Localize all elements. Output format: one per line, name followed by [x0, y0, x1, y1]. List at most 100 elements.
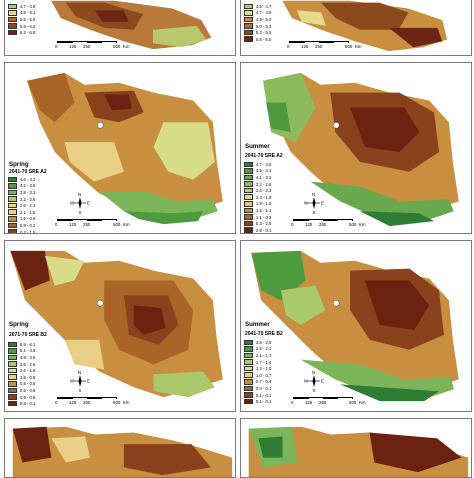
legend-label: 1.5 - 0.9	[20, 216, 36, 222]
legend-swatch	[8, 216, 17, 222]
legend-swatch	[8, 367, 17, 374]
map-panel-4: Summer 2041-70 SRE A2 4.7 - 4.5 4.5 - 4.1…	[240, 62, 472, 234]
legend-item: 4.2 - 3.8	[8, 183, 52, 190]
legend-swatch	[244, 346, 253, 352]
legend-label: 5.5 - 5.9	[20, 16, 36, 22]
legend-item: 0.3 - 2.5	[244, 220, 288, 227]
iran-map	[282, 0, 448, 52]
legend-item: 0.4 - 0.1	[244, 385, 288, 392]
svg-text:W: W	[304, 201, 309, 206]
scale-tick: 125	[69, 400, 77, 405]
legend-swatch	[244, 3, 253, 10]
season-label: Summer	[245, 143, 270, 150]
scale-tick: 125	[305, 222, 313, 227]
legend-label: 2.3 - 1.9	[256, 194, 272, 200]
legend: 3.6 - 2.5 2.5 - 2.1 2.1 - 1.7 1.7 - 1.4 1.4 …	[244, 339, 288, 405]
legend-item: 1.8 - 0.5	[8, 374, 52, 381]
legend-label: 0.5 - 0.5	[20, 381, 36, 387]
svg-text:S: S	[79, 388, 82, 393]
scale-unit: Km	[359, 400, 366, 405]
legend-swatch	[244, 339, 253, 346]
legend-label: 0.3 - 2.5	[256, 221, 272, 227]
season-label: Summer	[245, 321, 270, 328]
legend-label: 0.7 - 0.4	[256, 379, 272, 385]
legend-swatch	[8, 361, 17, 367]
scale-tick: 250	[83, 44, 91, 49]
iran-map	[248, 426, 469, 477]
legend-swatch	[8, 209, 17, 216]
legend-item: 0.9 - 0.2	[8, 222, 52, 229]
legend-item: 1.9 - 1.5	[244, 201, 288, 208]
scale-tick: 250	[83, 400, 91, 405]
legend-label: 4.9 - 3.6	[20, 354, 36, 360]
map-panel-8	[240, 418, 472, 478]
legend-label: 1.7 - 1.4	[256, 359, 272, 365]
legend-item: 2.5 - 2.1	[244, 346, 288, 353]
legend-label: 2.6 - 1.8	[20, 368, 36, 374]
legend-label: 6.2 - 6.9	[20, 30, 36, 36]
map-panel-5: Spring 2071-70 SRE B2 8.9 - 6.1 6.1 - 4.9…	[4, 240, 236, 412]
legend-swatch	[244, 372, 253, 379]
legend-item: 0.7 - 0.4	[244, 379, 288, 386]
legend-item: 1.4 - 1.0	[244, 365, 288, 372]
legend-item: 0.1 - 0.1	[244, 392, 288, 399]
svg-text:S: S	[79, 210, 82, 215]
scale-tick: 125	[301, 44, 309, 49]
legend-label: 1.0 - 0.7	[256, 372, 272, 378]
legend-item: 2.3 - 1.9	[244, 194, 288, 201]
legend-swatch	[8, 400, 17, 407]
legend-item: 1.5 - 0.9	[8, 216, 52, 223]
scale-unit: Km	[355, 44, 362, 49]
iran-map	[12, 426, 233, 477]
scale-tick: 0	[291, 400, 294, 405]
legend-label: 2.6 - 2.1	[20, 203, 36, 209]
legend-item: 8.9 - 6.1	[8, 341, 52, 348]
map-panel-6: Summer 2041-70 SRE B2 3.6 - 2.5 2.5 - 2.1…	[240, 240, 472, 412]
legend-label: 1.4 - 1.0	[256, 366, 272, 372]
legend: 4.5 - 4.7 4.7 - 4.9 4.9 - 5.0 5.0 - 5.3 …	[244, 3, 288, 43]
legend-swatch	[244, 201, 253, 207]
legend-label: 4.9 - 5.1	[20, 10, 36, 16]
legend-item: 1.5 - 1.1	[244, 207, 288, 214]
scale-unit: Km	[359, 222, 366, 227]
svg-text:E: E	[321, 201, 324, 206]
legend-swatch	[8, 387, 17, 394]
scale-tick: 500	[349, 222, 357, 227]
map-panel-2: 4.5 - 4.7 4.7 - 4.9 4.9 - 5.0 5.0 - 5.3 …	[240, 0, 472, 56]
legend-swatch	[244, 168, 253, 174]
legend-item: 2.6 - 2.1	[8, 202, 52, 209]
legend-label: 2.5 - 2.1	[256, 346, 272, 352]
scale-tick: 125	[69, 222, 77, 227]
legend-label: 2.5 - 0.1	[256, 227, 272, 233]
legend-label: 0.9 - 0.2	[20, 222, 36, 228]
legend-item: 0.5 - 0.9	[8, 387, 52, 394]
legend-label: 1.9 - 1.5	[256, 201, 272, 207]
legend-swatch	[8, 394, 17, 400]
scale-tick: 250	[319, 222, 327, 227]
legend: 4.7 - 4.9 4.9 - 5.1 5.5 - 5.9 5.9 - 6.2 …	[8, 3, 52, 36]
legend-item: 4.9 - 3.6	[8, 354, 52, 361]
legend-swatch	[8, 341, 17, 348]
legend-label: 0.4 - 0.1	[256, 385, 272, 391]
svg-text:W: W	[304, 379, 309, 384]
scale-tick: 500	[345, 44, 353, 49]
svg-text:W: W	[70, 201, 75, 206]
iran-map	[51, 0, 212, 50]
scale-unit: Km	[123, 222, 130, 227]
legend-item: 3.2 - 2.6	[244, 181, 288, 188]
legend-swatch	[244, 29, 253, 36]
legend-item: 4.7 - 4.5	[244, 161, 288, 168]
legend-swatch	[244, 227, 253, 233]
legend-swatch	[244, 220, 253, 227]
scale-unit: Km	[123, 400, 130, 405]
legend-label: 4.2 - 3.8	[20, 183, 36, 189]
scenario-label: 2041-70 SRE A2	[245, 153, 283, 159]
legend: 4.7 - 4.5 4.5 - 4.1 4.1 - 3.2 3.2 - 2.6 2.6 …	[244, 161, 288, 233]
scale-tick: 500	[113, 44, 121, 49]
north-n: N	[78, 192, 81, 197]
legend-swatch	[244, 365, 253, 372]
legend-item: 3.8 - 3.2	[8, 189, 52, 196]
